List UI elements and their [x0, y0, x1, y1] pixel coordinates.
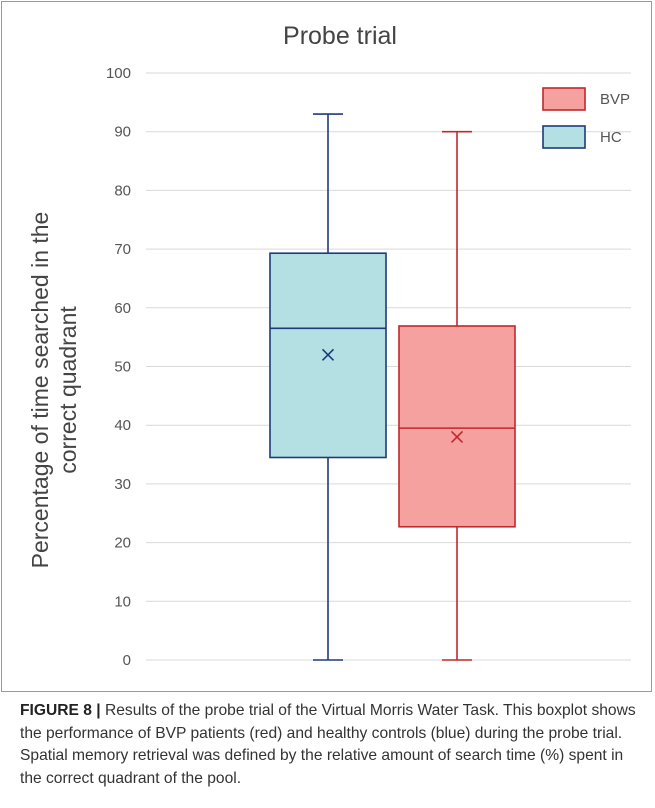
- y-tick-label-30: 30: [114, 476, 131, 493]
- y-tick-label-10: 10: [114, 593, 131, 610]
- legend-label-bvp: BVP: [600, 91, 630, 108]
- y-tick-label-80: 80: [114, 182, 131, 199]
- y-axis-label-line-1: Percentage of time searched in the: [27, 212, 53, 569]
- y-axis-label: Percentage of time searched in the corre…: [27, 212, 81, 569]
- caption-text: Results of the probe trial of the Virtua…: [20, 702, 636, 787]
- y-tick-label-20: 20: [114, 535, 131, 552]
- y-tick-label-0: 0: [123, 652, 131, 669]
- box-series: [269, 113, 516, 661]
- gridlines: [146, 72, 631, 661]
- boxplot-chart: Probe trial Percentage of time searched …: [27, 22, 631, 669]
- y-tick-label-60: 60: [114, 300, 131, 317]
- figure-caption: FIGURE 8 | Results of the probe trial of…: [20, 700, 640, 790]
- y-tick-label-70: 70: [114, 241, 131, 258]
- chart-title: Probe trial: [283, 22, 397, 50]
- box-hc: [269, 113, 387, 661]
- mean-marker-hc: [321, 348, 335, 361]
- y-tick-label-90: 90: [114, 124, 131, 141]
- mean-marker-bvp: [450, 430, 464, 444]
- y-tick-label-40: 40: [114, 417, 131, 434]
- y-tick-label-100: 100: [106, 65, 131, 82]
- legend-swatch-bvp: [542, 87, 586, 111]
- caption-label: FIGURE 8 |: [20, 702, 101, 719]
- y-axis-label-line-2: correct quadrant: [55, 306, 81, 474]
- iqr-box-bvp: [398, 325, 516, 528]
- box-bvp: [398, 130, 516, 661]
- y-tick-labels: 0 10 20 30 40 50 60 70 80 90 100: [106, 65, 131, 669]
- legend-label-hc: HC: [600, 129, 622, 146]
- y-tick-label-50: 50: [114, 359, 131, 376]
- legend: BVP HC: [542, 87, 630, 149]
- legend-swatch-hc: [542, 125, 586, 149]
